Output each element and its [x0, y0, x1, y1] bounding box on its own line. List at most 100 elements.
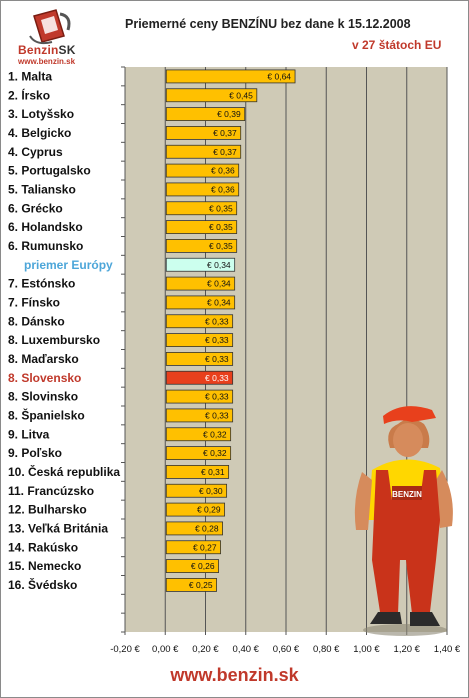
- data-label: € 0,26: [191, 561, 215, 571]
- bar: [165, 483, 228, 498]
- logo-text: BenzinSK: [18, 43, 76, 57]
- data-label: € 0,32: [203, 429, 227, 439]
- data-label: € 0,64: [267, 71, 291, 81]
- x-tick-label: 0,40 €: [233, 644, 260, 655]
- x-tick-label: 0,20 €: [192, 644, 219, 655]
- data-label: € 0,35: [209, 203, 233, 213]
- data-label: € 0,32: [203, 448, 227, 458]
- data-label: € 0,39: [217, 109, 241, 119]
- bar: [165, 88, 258, 103]
- bar: [165, 295, 236, 310]
- data-label: € 0,33: [205, 373, 229, 383]
- x-tick-label: -0,20 €: [110, 644, 140, 655]
- category-label: 6. Grécko: [8, 201, 63, 215]
- svg-text:BENZIN: BENZIN: [392, 490, 422, 499]
- category-label: 8. Slovensko: [8, 371, 81, 385]
- bar: [165, 446, 232, 460]
- data-label: € 0,35: [209, 222, 233, 232]
- category-label: 8. Slovinsko: [8, 390, 78, 404]
- data-label: € 0,28: [195, 523, 219, 533]
- category-label: 8. Luxembursko: [8, 333, 100, 347]
- category-label: 3. Lotyšsko: [8, 107, 74, 121]
- data-label: € 0,29: [197, 505, 221, 515]
- data-label: € 0,31: [201, 467, 225, 477]
- category-label: 8. Španielsko: [8, 407, 85, 422]
- data-label: € 0,33: [205, 392, 229, 402]
- category-label: 1. Malta: [8, 69, 52, 83]
- data-label: € 0,35: [209, 241, 233, 251]
- bar: [165, 220, 238, 234]
- data-label: € 0,36: [211, 184, 235, 194]
- bar: [165, 144, 242, 159]
- category-label: 5. Taliansko: [8, 182, 76, 196]
- category-label: 11. Francúzsko: [8, 484, 94, 498]
- bar: [165, 276, 236, 291]
- footer-url: www.benzin.sk: [170, 665, 299, 685]
- bar: [165, 559, 219, 573]
- category-label: 5. Portugalsko: [8, 164, 91, 178]
- bar: [165, 257, 236, 272]
- logo-url: www.benzin.sk: [18, 57, 76, 66]
- x-tick-label: 1,00 €: [353, 644, 380, 655]
- data-label: € 0,33: [205, 354, 229, 364]
- category-label: priemer Európy: [24, 258, 113, 272]
- bar: [165, 107, 246, 121]
- bar: [165, 182, 240, 197]
- data-label: € 0,37: [213, 128, 237, 138]
- bar: [165, 69, 296, 84]
- x-tick-label: 0,60 €: [273, 644, 300, 655]
- bar: [165, 540, 221, 555]
- benzin-logo-icon: [29, 9, 71, 45]
- category-label: 14. Rakúsko: [8, 540, 78, 554]
- data-label: € 0,34: [207, 279, 231, 289]
- bar: [165, 163, 240, 178]
- category-label: 7. Estónsko: [8, 277, 75, 291]
- bar: [165, 239, 238, 253]
- bar: [165, 408, 234, 423]
- bar: [165, 389, 234, 404]
- bar: [165, 352, 234, 366]
- data-label: € 0,45: [229, 90, 253, 100]
- data-label: € 0,37: [213, 147, 237, 157]
- bar: [165, 578, 217, 592]
- category-label: 9. Litva: [8, 427, 50, 441]
- bar: [165, 502, 226, 517]
- x-tick-label: 0,80 €: [313, 644, 340, 655]
- bar: [165, 314, 234, 329]
- x-tick-label: 0,00 €: [152, 644, 179, 655]
- bar: [165, 201, 238, 216]
- category-label: 6. Holandsko: [8, 220, 83, 234]
- bar: [165, 465, 230, 479]
- data-label: € 0,36: [211, 166, 235, 176]
- category-label: 2. Írsko: [8, 87, 50, 102]
- bar: [165, 126, 242, 140]
- category-label: 10. Česká republika: [8, 464, 120, 479]
- category-label: 8. Maďarsko: [8, 352, 79, 366]
- category-label: 6. Rumunsko: [8, 239, 83, 253]
- category-label: 9. Poľsko: [8, 446, 62, 460]
- data-label: € 0,33: [205, 335, 229, 345]
- x-tick-label: 1,20 €: [394, 644, 421, 655]
- category-label: 15. Nemecko: [8, 559, 81, 573]
- x-tick-label: 1,40 €: [434, 644, 461, 655]
- category-label: 4. Cyprus: [8, 145, 63, 159]
- bar: [165, 427, 232, 442]
- category-label: 4. Belgicko: [8, 126, 71, 140]
- data-label: € 0,33: [205, 316, 229, 326]
- data-label: € 0,34: [207, 297, 231, 307]
- bar: [165, 370, 234, 385]
- category-label: 8. Dánsko: [8, 314, 65, 328]
- data-label: € 0,33: [205, 410, 229, 420]
- data-label: € 0,30: [199, 486, 223, 496]
- category-label: 7. Fínsko: [8, 295, 60, 309]
- category-label: 12. Bulharsko: [8, 503, 87, 517]
- bar: [165, 521, 223, 536]
- category-label: 13. Veľká Británia: [8, 521, 108, 535]
- chart-subtitle: v 27 štátoch EU: [352, 38, 442, 52]
- data-label: € 0,27: [193, 542, 217, 552]
- chart-title: Priemerné ceny BENZÍNU bez dane k 15.12.…: [125, 17, 411, 31]
- bar: [165, 333, 234, 347]
- data-label: € 0,25: [189, 580, 213, 590]
